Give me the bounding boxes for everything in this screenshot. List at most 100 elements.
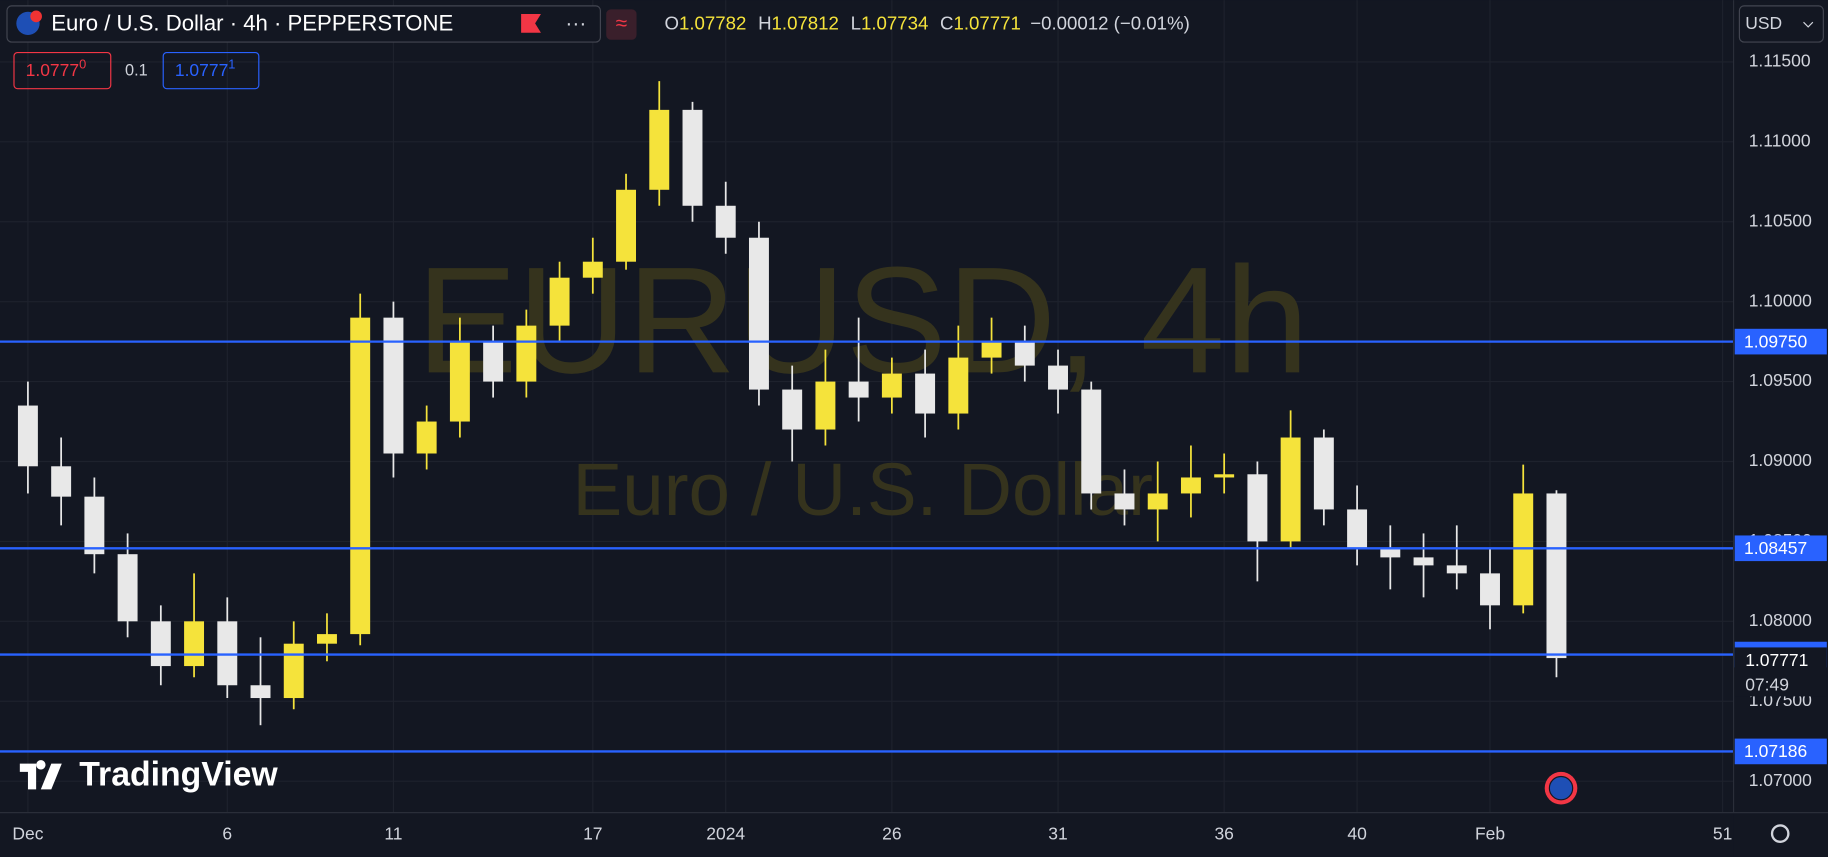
candle-body [1413,557,1434,566]
candle-body [1048,365,1068,390]
countdown: 07:49 [1745,675,1789,695]
candle-body [250,685,271,699]
x-tick-label: Feb [1475,823,1505,843]
candle-body [1347,509,1368,550]
candle-body [948,357,969,414]
candle-body [649,109,670,190]
last-price-label: 1.07771 [1745,650,1808,670]
candle-body [815,381,836,430]
x-tick-label: 40 [1347,823,1367,843]
level-label-box [1734,328,1827,355]
candle-body [1280,437,1301,542]
x-tick-label: 6 [222,823,232,843]
spread: 0.1 [125,61,148,79]
candle-body [184,621,205,667]
sell-button[interactable] [13,51,112,90]
level-label: 1.08457 [1744,538,1807,558]
candle-body [1081,389,1102,494]
candle-body [1214,474,1235,478]
candle-body [1014,341,1035,366]
y-tick-label: 1.09000 [1749,450,1812,470]
candle-body [1480,573,1500,606]
flag-badge-inner [1548,775,1574,801]
x-tick-label: 51 [1713,823,1732,843]
chevron [1803,21,1814,28]
symbol-box[interactable] [6,5,601,43]
candle-body [350,317,371,635]
symbol-title[interactable]: Euro / U.S. Dollar · 4h · PEPPERSTONE [51,10,453,35]
settings-icon[interactable] [1770,824,1790,843]
level-label: 1.07186 [1744,741,1807,761]
buy-button[interactable] [162,51,260,90]
candle-body [848,381,869,398]
candle-body [117,554,138,622]
candle-body [616,189,637,262]
candle-body [682,109,703,206]
watermark-description: Euro / U.S. Dollar [572,447,1152,531]
candle-body [483,341,504,382]
x-tick-label: 26 [882,823,901,843]
x-tick-label: 31 [1048,823,1067,843]
y-tick-label: 1.11000 [1749,130,1811,150]
axes: 1.070001.075001.080001.085001.090001.095… [12,51,1827,843]
candle-body [516,325,537,382]
currency-select[interactable] [1738,5,1824,43]
x-tick-label: 11 [384,823,402,843]
level-label-box [1734,738,1827,765]
logo-icon [19,760,62,790]
logo-text: TradingView [79,755,278,793]
candle-body [981,341,1002,358]
candle-body [317,634,337,644]
indicator-button[interactable] [606,9,637,40]
candle-body [549,277,570,326]
candle-body [1313,437,1334,510]
y-tick-label: 1.11500 [1749,51,1811,71]
candle-body [1114,493,1135,510]
y-tick-label: 1.07000 [1749,770,1812,790]
y-tick-label: 1.10500 [1749,210,1812,230]
indicator-icon: ≈ [616,12,628,35]
candle-body [1180,477,1201,494]
x-tick-label: Dec [12,823,43,843]
x-tick-label: 36 [1214,823,1233,843]
candle-body [51,466,72,497]
last-price-box [1734,647,1827,697]
candle-body [416,421,437,454]
candle-body [881,373,902,398]
candle-body [1446,565,1467,574]
y-tick-label: 1.09500 [1749,370,1812,390]
more-button[interactable]: ··· [565,12,586,35]
candle-body [283,643,304,699]
candle-body [782,389,803,430]
ohlc-legend: O1.07782 H1.07812 L1.07734 C1.07771 −0.00012… [665,12,1190,33]
candle-body [383,317,404,454]
bid-price[interactable]: 1.07770 [26,57,87,80]
candle-body [17,405,38,467]
candle-body [1380,549,1401,558]
x-tick-label: 17 [583,823,602,843]
flag-icon [30,10,42,23]
plot [0,81,1734,753]
candle-body [150,621,171,667]
price-axis [1733,0,1828,857]
y-tick-label: 1.10000 [1749,290,1812,310]
x-tick-label: 2024 [706,823,745,843]
candle-body [217,621,238,686]
flag[interactable] [521,14,541,33]
candle-body [84,496,105,555]
candle-body [1546,493,1567,659]
level-label: 1.09750 [1744,331,1807,351]
level-label-box [1734,535,1827,562]
currency[interactable]: USD [1745,13,1782,33]
candle-body [1147,493,1168,510]
candle-body [582,261,603,278]
y-tick-label: 1.08000 [1749,610,1812,630]
candle-body [715,205,736,238]
candle-body [748,237,769,390]
candle-body [449,341,470,422]
ask-price[interactable]: 1.07771 [175,57,236,80]
candle-body [1247,474,1268,542]
